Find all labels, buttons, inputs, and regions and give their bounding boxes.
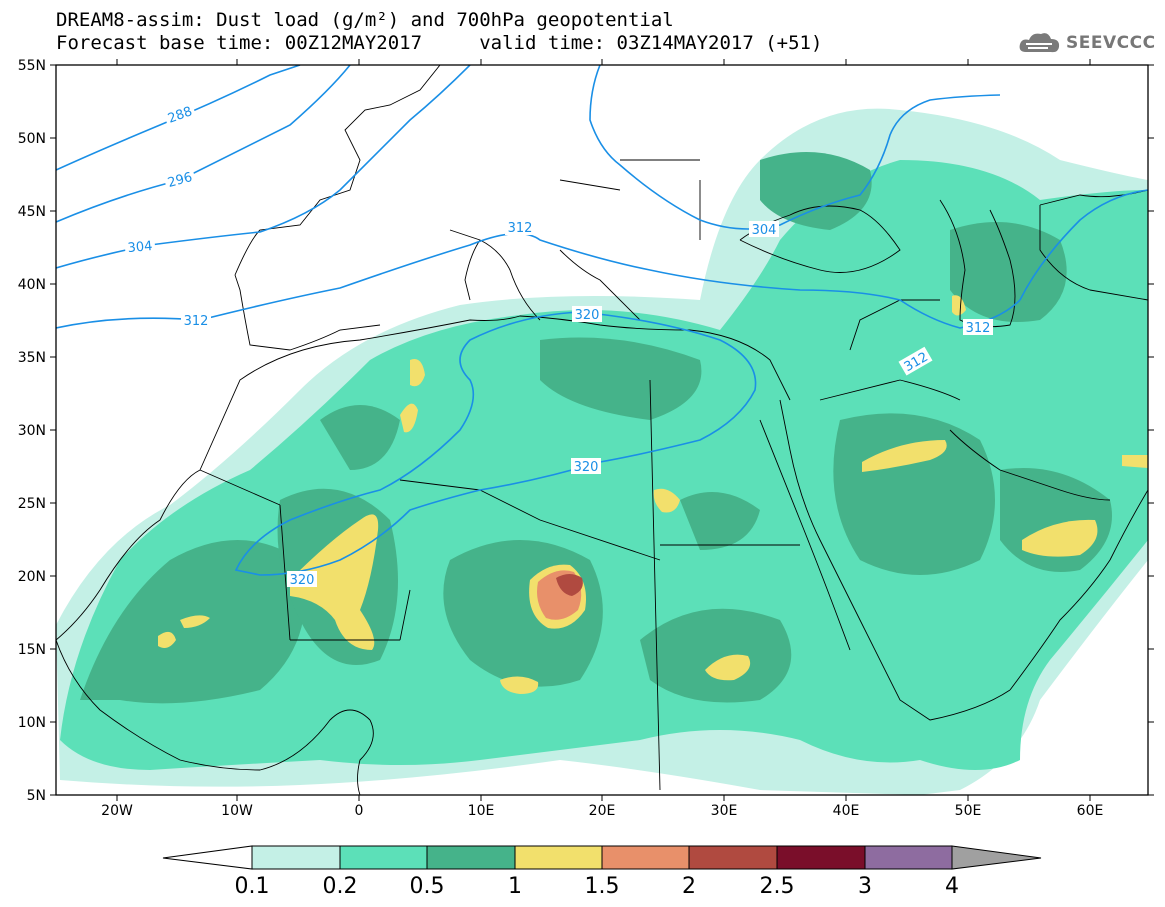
contour-label-320-north: 320 <box>575 308 600 323</box>
colorbar-tick: 0.1 <box>235 874 270 899</box>
colorbar-tick: 0.2 <box>323 874 358 899</box>
lon-label: 50E <box>955 803 982 819</box>
contour-label-312-caspian: 312 <box>966 321 991 336</box>
colorbar-tick: 0.5 <box>410 874 445 899</box>
contour-labels: 288 296 304 312 320 320 320 312 304 312 … <box>124 101 993 588</box>
lon-label: 20E <box>589 803 616 819</box>
colorbar-over-arrow <box>951 845 1042 870</box>
contour-label-320-west: 320 <box>290 573 315 588</box>
lon-labels: 20W 10W 0 10E 20E 30E 40E 50E 60E <box>101 803 1103 819</box>
colorbar-tick: 2.5 <box>760 874 795 899</box>
lon-ticks <box>116 59 1091 801</box>
dust-field-level6 <box>556 574 583 596</box>
colorbar-tick: 3 <box>858 874 872 899</box>
contour-label-304-west: 304 <box>127 239 153 256</box>
colorbar-tick: 1 <box>508 874 522 899</box>
forecast-time-subtitle: Forecast base time: 00Z12MAY2017 valid t… <box>56 32 823 54</box>
colorbar-under-arrow <box>162 845 253 870</box>
lat-label: 35N <box>18 350 46 366</box>
lat-label: 15N <box>18 642 46 658</box>
map-title: DREAM8-assim: Dust load (g/m²) and 700hP… <box>56 9 674 31</box>
colorbar-swatch <box>251 845 341 870</box>
lon-label: 20W <box>101 803 133 819</box>
contour-label-304-east: 304 <box>752 223 777 238</box>
brand-logo: SEEVCCC <box>1018 30 1156 56</box>
lat-label: 10N <box>18 715 46 731</box>
colorbar-swatch <box>688 845 778 870</box>
colorbar-swatch <box>514 845 603 870</box>
lon-label: 40E <box>833 803 860 819</box>
lat-label: 30N <box>18 423 46 439</box>
colorbar-swatch <box>864 845 953 870</box>
lon-label: 10W <box>221 803 253 819</box>
lon-label: 10E <box>468 803 495 819</box>
lat-label: 45N <box>18 204 46 220</box>
colorbar-swatch <box>601 845 690 870</box>
lat-label: 5N <box>27 788 46 804</box>
map-plot-area: 288 296 304 312 320 320 320 312 304 312 … <box>56 65 1148 795</box>
colorbar-tick: 2 <box>682 874 696 899</box>
colorbar-swatch <box>426 845 516 870</box>
lat-label: 25N <box>18 496 46 512</box>
colorbar: 0.1 0.2 0.5 1 1.5 2 2.5 3 4 <box>162 845 1042 899</box>
contour-label-296: 296 <box>166 170 194 191</box>
cloud-logo-icon <box>1019 33 1060 53</box>
lat-labels: 55N 50N 45N 40N 35N 30N 25N 20N 15N 10N … <box>18 58 46 804</box>
contour-label-320-center: 320 <box>574 460 599 475</box>
lat-label: 50N <box>18 131 46 147</box>
lon-label: 30E <box>711 803 738 819</box>
lon-label: 60E <box>1077 803 1104 819</box>
contour-label-312-italy: 312 <box>508 221 533 236</box>
brand-name: SEEVCCC <box>1066 33 1156 53</box>
lat-label: 55N <box>18 58 46 74</box>
colorbar-swatch <box>776 845 866 870</box>
lat-ticks <box>50 64 1154 796</box>
colorbar-tick: 4 <box>945 874 959 899</box>
lon-label: 0 <box>355 803 364 819</box>
coastlines-borders <box>56 65 1148 795</box>
contour-label-312-west: 312 <box>184 314 209 329</box>
colorbar-swatch <box>339 845 428 870</box>
lat-label: 20N <box>18 569 46 585</box>
lat-label: 40N <box>18 277 46 293</box>
colorbar-tick: 1.5 <box>585 874 620 899</box>
